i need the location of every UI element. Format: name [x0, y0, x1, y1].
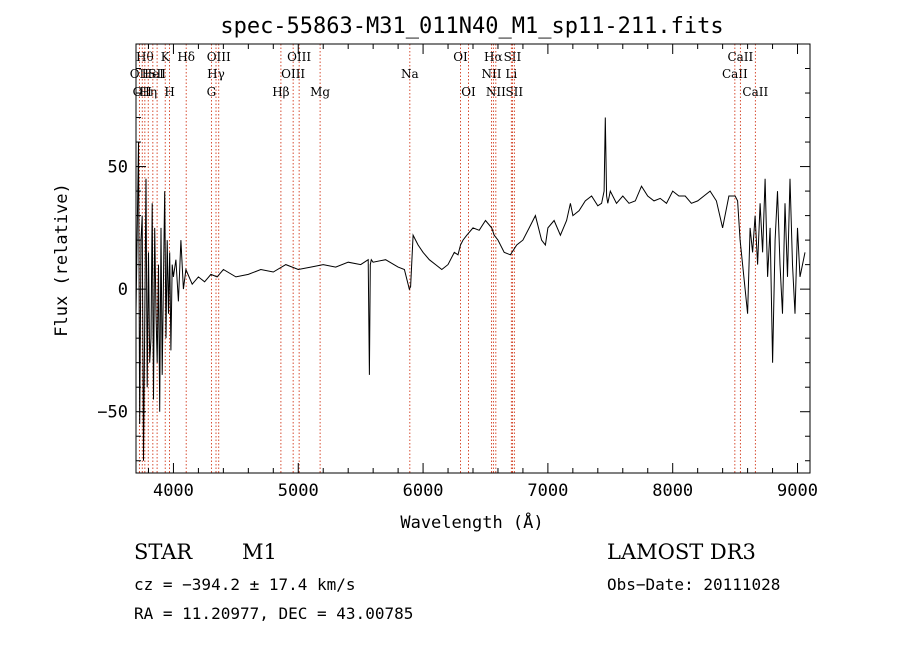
x-tick-label: 9000 — [777, 481, 818, 501]
line-marker-label: Hγ — [207, 67, 225, 81]
spectrum-line — [135, 117, 806, 461]
line-marker-label: SII — [504, 50, 522, 64]
line-marker-label: Li — [505, 67, 517, 81]
x-tick-label: 6000 — [403, 481, 444, 501]
y-tick-label: −50 — [97, 403, 128, 423]
line-marker-label: OIII — [207, 50, 231, 64]
line-marker-label: CaII — [727, 50, 753, 64]
cz-value: cz = −394.2 ± 17.4 km/s — [134, 575, 356, 594]
line-marker-label: HeI — [142, 67, 165, 81]
line-marker-label: OI — [461, 85, 476, 99]
obs-date: Obs−Date: 20111028 — [607, 575, 781, 594]
class-label: STAR — [134, 540, 193, 564]
y-tick-label: 50 — [108, 158, 128, 178]
line-marker-label: Hθ — [136, 50, 154, 64]
x-tick-label: 5000 — [278, 481, 319, 501]
y-axis-label: Flux (relative) — [52, 183, 72, 337]
x-axis-label: Wavelength (Å) — [400, 511, 543, 533]
subclass-label: M1 — [242, 540, 277, 564]
line-marker-label: OII — [130, 67, 150, 81]
line-marker-label: NII — [486, 85, 506, 99]
coordinates: RA = 11.20977, DEC = 43.00785 — [134, 604, 414, 623]
line-marker-label: SII — [505, 85, 523, 99]
line-marker-label: NII — [481, 67, 501, 81]
line-marker-label: OIII — [281, 67, 305, 81]
line-marker-label: Hη — [139, 85, 157, 99]
line-marker-label: Na — [401, 67, 419, 81]
x-tick-label: 7000 — [527, 481, 568, 501]
chart-title: spec-55863-M31_011N40_M1_sp11-211.fits — [220, 14, 723, 39]
line-marker-label: Hδ — [177, 50, 195, 64]
line-marker-label: CaII — [722, 67, 748, 81]
y-tick-label: 0 — [118, 280, 128, 300]
line-marker-label: SII — [148, 67, 166, 81]
line-marker-label: OIII — [287, 50, 311, 64]
line-marker-label: H — [164, 85, 174, 99]
line-marker-label: Hβ — [272, 85, 289, 99]
x-tick-label: 8000 — [652, 481, 693, 501]
axis-ticks: 4000 5000 6000 7000 8000 9000 −50 0 50 — [97, 44, 818, 501]
line-marker-label: K — [161, 50, 171, 64]
line-marker-label: Hα — [484, 50, 503, 64]
plot-frame — [135, 43, 811, 474]
survey-label: LAMOST DR3 — [607, 540, 756, 564]
line-marker-label: OI — [453, 50, 468, 64]
line-marker-label: CaII — [742, 85, 768, 99]
x-tick-label: 4000 — [153, 481, 194, 501]
line-marker-label: Mg — [310, 85, 330, 99]
line-marker-label: OII — [133, 85, 153, 99]
line-markers: OIIOIIHθHηHeISIIKHHδGHγOIIIHβOIIIOIIIMgN… — [130, 44, 768, 473]
line-marker-label: G — [207, 85, 217, 99]
